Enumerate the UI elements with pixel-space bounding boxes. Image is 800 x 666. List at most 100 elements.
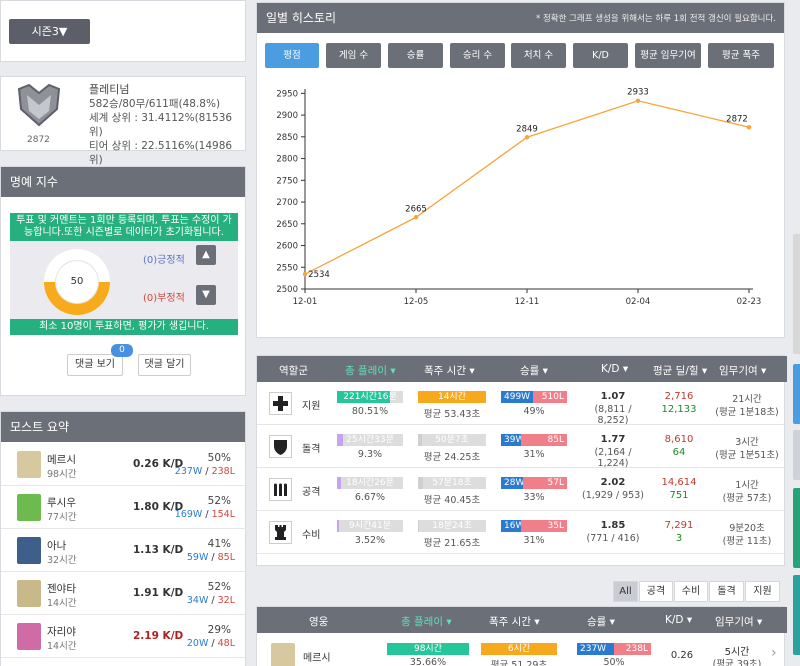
list-item[interactable]: 아나 32시간 1.13 K/D 41% 59W / 85L: [1, 529, 247, 572]
side-button-blue[interactable]: [793, 364, 800, 424]
burst-avg: 평균 24.25초: [423, 452, 481, 463]
tab-history-0[interactable]: 평점: [265, 43, 319, 68]
objective-avg: (평균 1분51초): [715, 450, 779, 461]
chevron-right-icon[interactable]: ›: [771, 645, 777, 661]
wins: 39W: [501, 434, 524, 446]
mercy-avatar: [271, 643, 295, 666]
burst-avg: 평균 40.45초: [423, 495, 481, 506]
filter-4[interactable]: 지원: [745, 581, 780, 602]
tab-history-4[interactable]: 처치 수: [511, 43, 566, 68]
write-comment-button[interactable]: 댓글 달기: [138, 354, 191, 376]
filter-2[interactable]: 수비: [674, 581, 708, 602]
season-dropdown[interactable]: 시즌3▼: [9, 19, 90, 44]
hero-column-header-3[interactable]: 승률 ▾: [587, 616, 615, 628]
wins: 28W: [501, 477, 524, 489]
list-item[interactable]: 루시우 77시간 1.80 K/D 52% 169W / 154L: [1, 486, 247, 529]
hero-column-header-5[interactable]: 임무기여 ▾: [715, 616, 763, 628]
play-bar: 9시간41분: [337, 520, 403, 532]
y-tick-label: 2700: [276, 198, 298, 208]
data-label: 2534: [308, 270, 330, 280]
downvote-button[interactable]: ▼: [196, 285, 216, 305]
tab-history-2[interactable]: 승률: [388, 43, 443, 68]
filter-0[interactable]: All: [613, 581, 638, 602]
objective-avg: (평균 57초): [722, 493, 772, 504]
hero-column-header-2[interactable]: 폭주 시간 ▾: [489, 616, 540, 628]
hero-wins: 237W: [577, 643, 614, 655]
hero-avatar: [17, 623, 41, 650]
burst-time: 18분24초: [432, 521, 472, 531]
side-button-green[interactable]: [793, 488, 800, 568]
hero-column-header-4[interactable]: K/D ▾: [665, 614, 693, 626]
column-header-5[interactable]: 평균 딜/힐 ▾: [653, 365, 708, 377]
tab-history-3[interactable]: 승리 수: [450, 43, 505, 68]
side-scroll-handle[interactable]: [793, 234, 800, 354]
side-button-teal[interactable]: [793, 575, 800, 655]
list-item[interactable]: 메르시 98시간 0.26 K/D 50% 237W / 238L: [1, 443, 247, 486]
role-name: 지원: [302, 401, 321, 412]
play-pct: 6.67%: [354, 492, 386, 503]
y-tick-label: 2850: [276, 133, 298, 143]
hero-column-header-1[interactable]: 총 플레이 ▾: [401, 616, 452, 628]
y-tick-label: 2600: [276, 242, 298, 252]
hero-kd: 1.80 K/D: [133, 501, 184, 513]
role-name: 공격: [302, 487, 321, 498]
data-point: [746, 125, 752, 130]
list-item[interactable]: 자리야 14시간 2.19 K/D 29% 20W / 48L: [1, 615, 247, 658]
plus-icon: [269, 392, 292, 415]
table-row[interactable]: 수비 9시간41분 3.52% 18분24초 평균 21.65초 16W 35L 31% 1.8…: [257, 511, 787, 554]
hero-avatar: [17, 494, 41, 521]
objective-avg: (평균 1분18초): [715, 407, 779, 418]
role-name: 수비: [302, 530, 321, 541]
hero-wins: 34W: [186, 595, 209, 606]
winrate: 49%: [523, 406, 545, 417]
data-label: 2849: [516, 124, 538, 134]
column-header-6[interactable]: 임무기여 ▾: [719, 365, 767, 377]
avg-damage: 8,610: [664, 434, 694, 445]
kd: 1.07: [600, 391, 626, 402]
filter-1[interactable]: 공격: [639, 581, 673, 602]
honor-min-notice: 최소 10명이 투표하면, 평가가 생깁니다.: [10, 319, 238, 335]
burst-bar: 18분24초: [418, 520, 486, 532]
hero-hours: 98시간: [47, 469, 77, 480]
table-row[interactable]: 메르시 98시간 35.66% 6시간 평균 51.29초 237W 238L …: [257, 633, 787, 666]
roles-table: 역할군 총 플레이 ▾ 폭주 시간 ▾ 승률 ▾ K/D ▾ 평균 딜/힐 ▾ 임무기여 ▾…: [256, 355, 787, 566]
column-header-2[interactable]: 폭주 시간 ▾: [424, 365, 475, 377]
column-header-3[interactable]: 승률 ▾: [520, 365, 548, 377]
heroes-table: 영웅 총 플레이 ▾ 폭주 시간 ▾ 승률 ▾ K/D ▾ 임무기여 ▾ 메르시 98시간…: [256, 606, 787, 666]
filter-3[interactable]: 돌격: [709, 581, 744, 602]
y-tick-label: 2950: [276, 89, 298, 99]
kd-detail: (2,164 / 1,224): [594, 447, 632, 469]
list-item[interactable]: 젠야타 14시간 1.91 K/D 52% 34W / 32L: [1, 572, 247, 615]
hero-play-time: 98시간: [413, 644, 442, 654]
kd-detail: (8,811 / 8,252): [594, 404, 632, 426]
data-point: [524, 135, 530, 140]
upvote-button[interactable]: ▲: [196, 245, 216, 265]
objective-avg: (평균 11초): [722, 536, 772, 547]
rook-icon: [269, 521, 292, 544]
tab-history-1[interactable]: 게임 수: [326, 43, 381, 68]
winloss-bar: 39W 85L: [501, 434, 567, 446]
y-tick-label: 2800: [276, 155, 298, 165]
play-time: 18시간26분: [346, 478, 394, 488]
table-row[interactable]: 돌격 25시간33분 9.3% 50분7초 평균 24.25초 39W 85L 31% 1.77…: [257, 425, 787, 469]
side-button-gray[interactable]: [793, 430, 800, 480]
view-comments-button[interactable]: 댓글 보기: [67, 354, 123, 376]
wins: 499W: [501, 391, 534, 403]
hero-hours: 14시간: [47, 598, 77, 609]
y-tick-label: 2650: [276, 220, 298, 230]
data-label: 2665: [405, 204, 427, 214]
column-header-4[interactable]: K/D ▾: [601, 363, 629, 375]
hero-hours: 14시간: [47, 641, 77, 652]
table-row[interactable]: 지원 221시간16분 80.51% 14시간 평균 53.43초 499W 510L 49%…: [257, 382, 787, 426]
hero-losses: 154L: [211, 509, 235, 520]
column-header-1[interactable]: 총 플레이 ▾: [345, 365, 396, 377]
table-row[interactable]: 공격 18시간26분 6.67% 57분18초 평균 40.45초 28W 57L 33% 2.…: [257, 468, 787, 511]
tab-history-5[interactable]: K/D: [573, 43, 628, 68]
tab-history-7[interactable]: 평균 폭주: [708, 43, 774, 68]
honor-value: 50: [56, 261, 98, 303]
winloss-bar: 28W 57L: [501, 477, 567, 489]
platinum-badge-icon: [17, 83, 61, 127]
tab-history-6[interactable]: 평균 임무기여: [635, 43, 701, 68]
tier-rank: 티어 상위 : 22.5116%(14986위): [89, 140, 233, 166]
hero-winloss: 20W / 48L: [186, 638, 235, 649]
